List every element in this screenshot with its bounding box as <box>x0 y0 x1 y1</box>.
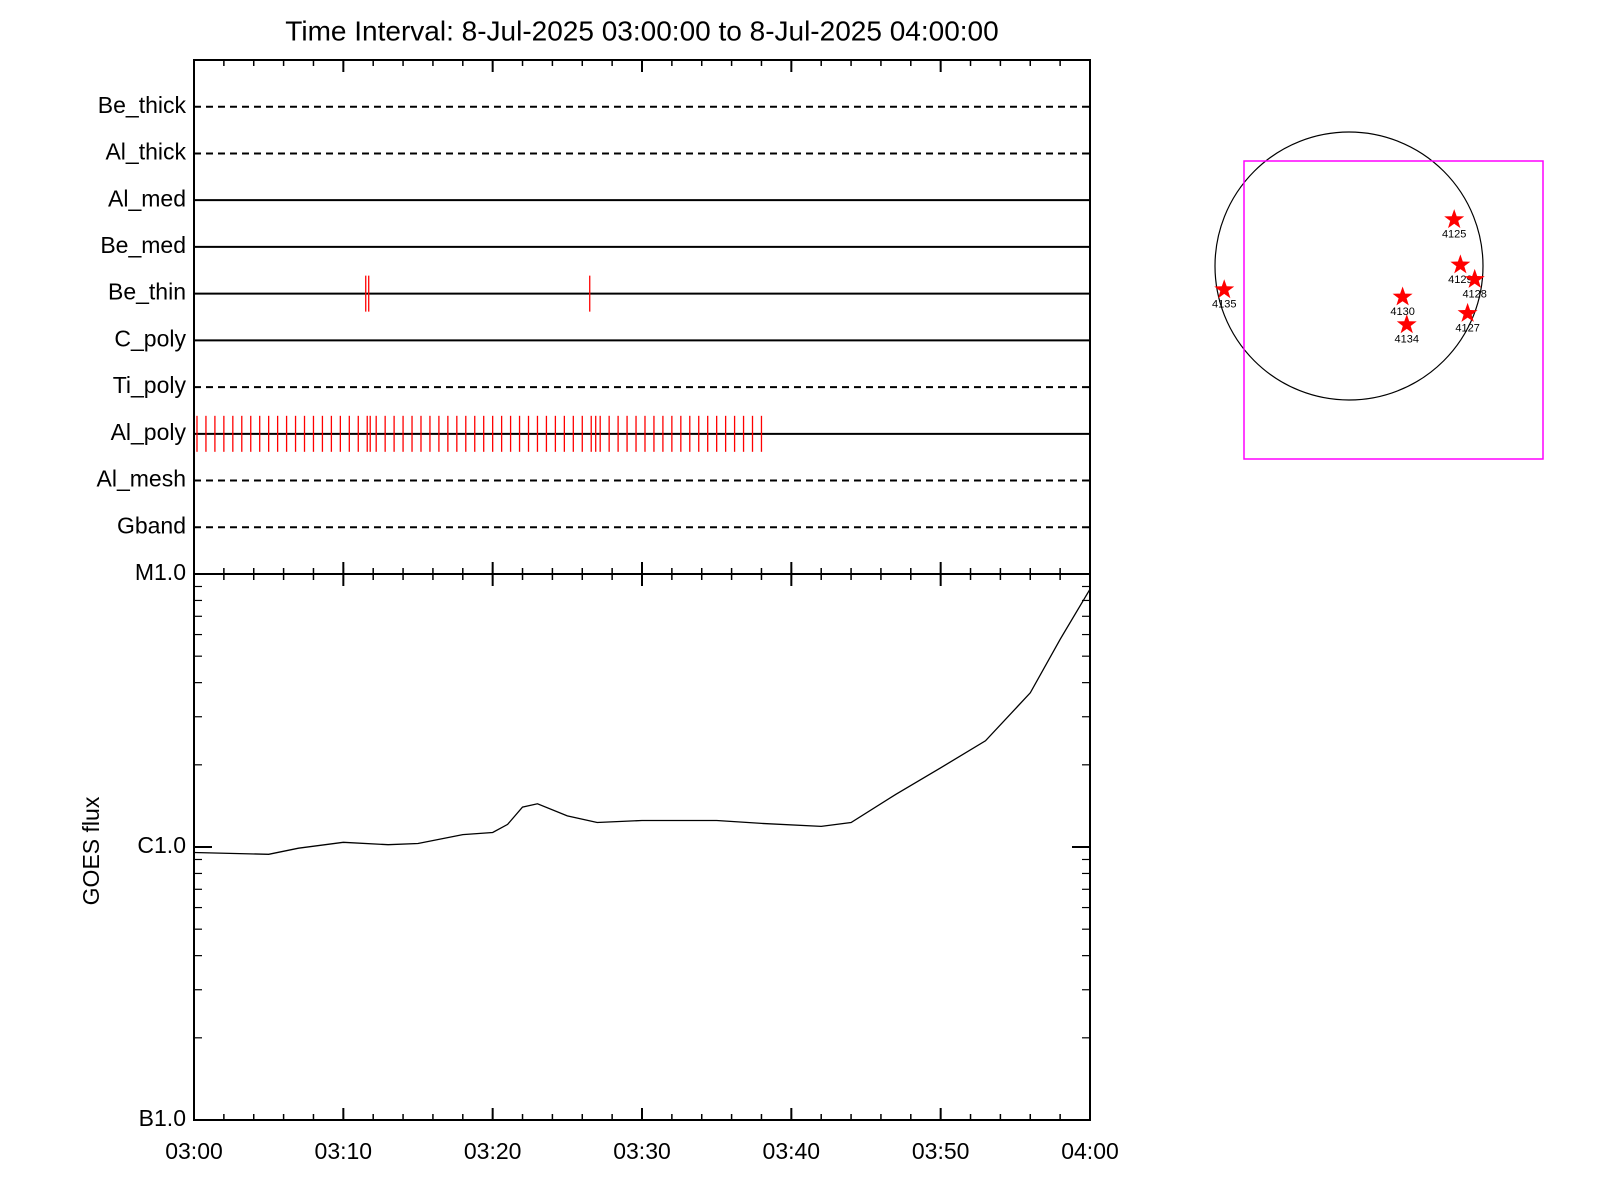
field-of-view <box>1243 160 1544 460</box>
chart-title: Time Interval: 8-Jul-2025 03:00:00 to 8-… <box>285 15 998 46</box>
filter-label: Al_thick <box>105 139 186 165</box>
active-region-marker <box>1457 302 1478 322</box>
goes-flux-line <box>193 588 1091 855</box>
x-tick-label: 04:00 <box>1061 1138 1119 1164</box>
filter-label: Ti_poly <box>113 372 187 398</box>
filter-label: Be_thick <box>98 92 187 118</box>
active-region-label: 4129 <box>1448 274 1472 286</box>
active-region-marker <box>1464 268 1485 288</box>
active-region-marker <box>1396 314 1417 334</box>
y-tick-label: B1.0 <box>139 1105 186 1131</box>
active-region-label: 4135 <box>1212 299 1236 311</box>
y-axis-label: GOES flux <box>78 796 104 905</box>
x-tick-label: 03:30 <box>613 1138 671 1164</box>
x-tick-label: 03:20 <box>464 1138 522 1164</box>
active-region-label: 4134 <box>1395 334 1419 346</box>
x-tick-label: 03:40 <box>763 1138 821 1164</box>
active-region-label: 4127 <box>1455 322 1479 334</box>
filter-label: Al_mesh <box>97 466 186 492</box>
x-tick-label: 03:10 <box>315 1138 373 1164</box>
y-tick-label: M1.0 <box>135 559 186 585</box>
x-tick-label: 03:00 <box>165 1138 223 1164</box>
x-tick-label: 03:50 <box>912 1138 970 1164</box>
filter-label: Be_thin <box>108 279 186 305</box>
filter-label: Al_poly <box>111 419 187 445</box>
y-tick-label: C1.0 <box>137 832 186 858</box>
active-region-marker <box>1450 254 1471 274</box>
filter-label: C_poly <box>114 325 186 351</box>
active-region-label: 4128 <box>1462 288 1486 300</box>
active-region-marker <box>1444 209 1465 229</box>
filter-label: Al_med <box>108 185 186 211</box>
active-region-label: 4130 <box>1390 306 1414 318</box>
filter-label: Be_med <box>100 232 186 258</box>
active-region-label: 4125 <box>1442 229 1466 241</box>
filter-label: Gband <box>117 512 186 538</box>
active-region-marker <box>1214 279 1235 299</box>
active-region-marker <box>1392 286 1413 306</box>
solar-limb <box>1214 131 1484 401</box>
